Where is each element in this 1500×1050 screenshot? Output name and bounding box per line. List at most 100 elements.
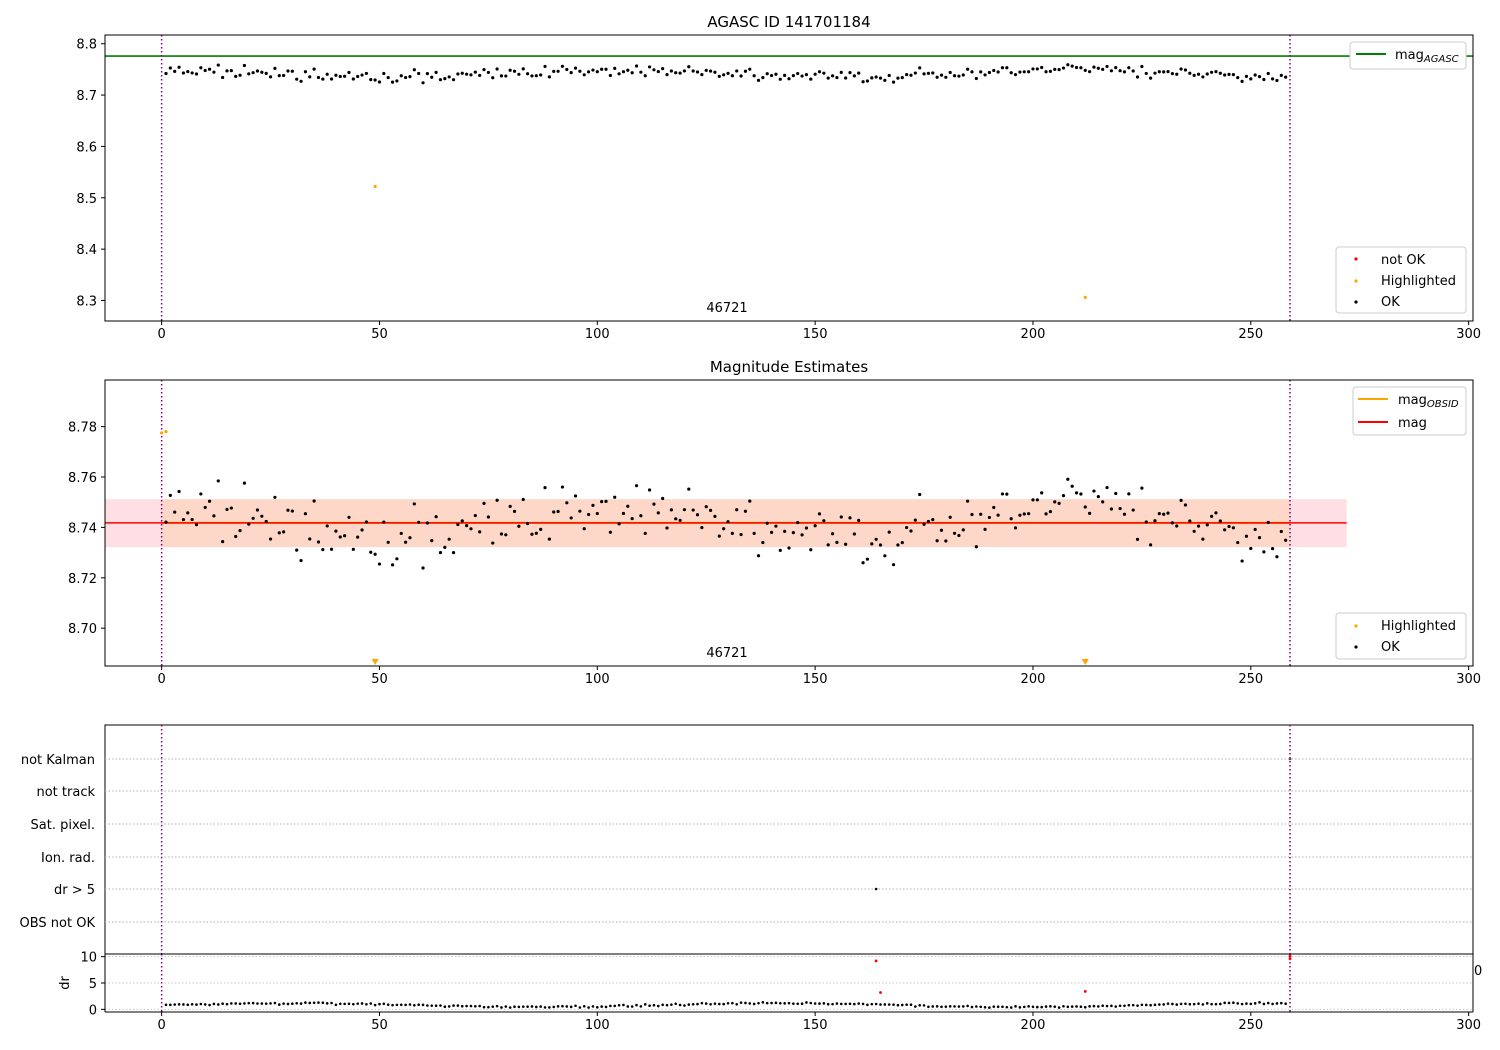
ok-point xyxy=(1223,528,1227,532)
ok-point xyxy=(1249,546,1253,551)
panel4-right-edge-label: 0 xyxy=(1474,964,1482,979)
ok-point xyxy=(796,520,800,525)
dr-point xyxy=(1188,1002,1192,1006)
ok-point xyxy=(469,527,473,531)
dr-point xyxy=(643,1003,647,1006)
ok-point xyxy=(181,71,186,75)
dr-point xyxy=(883,1003,887,1006)
ok-point xyxy=(1162,512,1166,516)
x-tick-label: 150 xyxy=(803,327,828,342)
x-tick-label: 0 xyxy=(157,1018,165,1033)
ok-point xyxy=(199,492,203,496)
ok-point xyxy=(1149,543,1153,547)
x-tick-label: 200 xyxy=(1021,327,1046,342)
dr-point xyxy=(626,1005,630,1008)
x-tick-label: 0 xyxy=(157,672,165,687)
ok-point xyxy=(369,550,373,554)
ok-point xyxy=(700,72,704,77)
dr-point xyxy=(365,1002,368,1006)
ok-point xyxy=(1240,79,1244,83)
ok-point xyxy=(242,481,247,485)
ok-point xyxy=(1166,511,1170,515)
x-tick-label: 50 xyxy=(371,672,388,687)
ok-point xyxy=(456,522,460,527)
ok-point xyxy=(1122,512,1127,516)
flag-label-obs-not-ok: OBS not OK xyxy=(20,916,96,931)
ok-point xyxy=(665,526,669,530)
ok-point xyxy=(525,521,530,526)
ok-point xyxy=(1266,520,1270,525)
dr-outlier-point xyxy=(874,959,878,963)
ok-point xyxy=(791,74,795,78)
highlighted-point xyxy=(373,184,377,189)
ok-point xyxy=(530,74,534,78)
ok-point xyxy=(173,510,177,514)
dr-point xyxy=(900,1003,904,1007)
dr-point xyxy=(465,1004,468,1008)
ok-point xyxy=(1083,505,1087,509)
dr-point xyxy=(469,1004,473,1008)
ok-point xyxy=(273,66,277,71)
ok-point xyxy=(299,79,303,83)
dr-point xyxy=(1053,1005,1057,1008)
ok-point xyxy=(630,71,634,75)
ok-point xyxy=(1096,494,1100,499)
ok-point xyxy=(878,76,883,80)
ok-point xyxy=(669,69,673,73)
ok-point xyxy=(661,496,665,501)
dr-point xyxy=(805,1001,808,1004)
y-tick-label: 8.5 xyxy=(76,192,97,207)
y-tick-label: 8.72 xyxy=(68,572,97,587)
ok-point xyxy=(748,67,752,71)
ok-point xyxy=(961,73,965,77)
ok-point xyxy=(656,511,660,515)
ok-point xyxy=(190,517,194,522)
ok-point xyxy=(443,545,447,549)
ok-point xyxy=(974,76,978,81)
y-tick-label: 5 xyxy=(89,977,97,992)
flag-label-sat-pixel: Sat. pixel. xyxy=(31,818,95,833)
ok-point xyxy=(987,70,992,75)
ok-point xyxy=(286,69,290,73)
ok-point xyxy=(1179,498,1183,502)
ok-point xyxy=(713,70,717,74)
ok-point xyxy=(1127,66,1131,70)
ok-point xyxy=(286,508,290,512)
ok-point xyxy=(207,67,212,71)
ok-point xyxy=(194,523,199,527)
dr-point xyxy=(190,1002,194,1006)
x-tick-label: 200 xyxy=(1021,1018,1046,1033)
dr-point xyxy=(582,1004,586,1008)
ok-point xyxy=(1188,519,1192,523)
ok-point xyxy=(1135,537,1140,541)
ok-point xyxy=(556,509,560,514)
dr-point xyxy=(356,1002,359,1005)
ok-point xyxy=(1066,63,1070,67)
dr-point xyxy=(1110,1004,1113,1008)
ok-point xyxy=(957,533,961,538)
dr-point xyxy=(1136,1004,1139,1007)
dr-point xyxy=(874,1002,878,1006)
ok-point xyxy=(717,74,721,78)
highlighted-point xyxy=(1083,295,1087,299)
ok-point xyxy=(1048,510,1053,514)
dr-point xyxy=(1040,1005,1043,1009)
ok-point xyxy=(1205,72,1209,76)
ok-point xyxy=(595,511,599,516)
ok-point xyxy=(743,509,748,513)
dr-point xyxy=(839,1002,843,1006)
x-tick-label: 150 xyxy=(803,672,828,687)
ok-point xyxy=(212,70,216,74)
ok-point xyxy=(626,504,630,508)
ok-point xyxy=(177,489,181,494)
dr-point xyxy=(656,1004,660,1008)
dr-point xyxy=(1219,1002,1222,1006)
ok-point xyxy=(778,548,782,552)
ok-point xyxy=(1162,70,1166,74)
x-tick-label: 250 xyxy=(1238,327,1263,342)
dr-point xyxy=(752,1002,756,1006)
ok-point xyxy=(678,71,682,75)
ok-point xyxy=(443,76,447,81)
ok-point xyxy=(952,531,957,535)
